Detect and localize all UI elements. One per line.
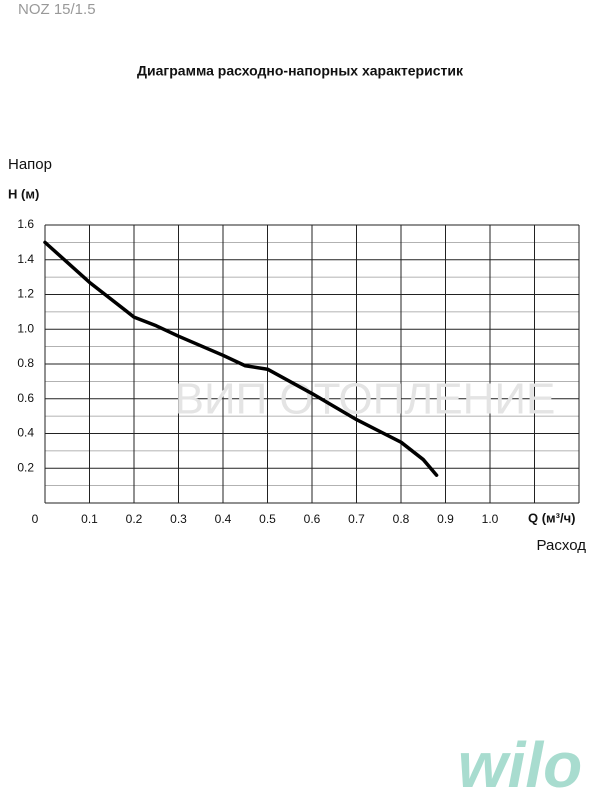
- y-tick-label: 0.6: [17, 391, 34, 405]
- x-tick-label: 0.9: [437, 512, 454, 526]
- x-tick-label: 0: [32, 512, 39, 526]
- x-label-bottom: Расход: [537, 537, 587, 554]
- x-tick-label: 0.1: [81, 512, 98, 526]
- y-tick-label: 1.6: [17, 217, 34, 231]
- y-axis-label: H (м): [8, 186, 39, 201]
- x-tick-label: 0.4: [215, 512, 232, 526]
- y-tick-label: 0.4: [17, 426, 34, 440]
- x-tick-label: 0.8: [393, 512, 410, 526]
- x-axis-label: Q (м³/ч): [528, 510, 576, 525]
- y-tick-label: 0.2: [17, 460, 34, 474]
- x-tick-label: 0.2: [126, 512, 143, 526]
- logo: wilo: [458, 729, 582, 800]
- x-tick-label: 0.3: [170, 512, 187, 526]
- y-tick-label: 1.4: [17, 252, 34, 266]
- y-tick-label: 1.2: [17, 287, 34, 301]
- grid: [44, 224, 580, 504]
- x-tick-label: 0.5: [259, 512, 276, 526]
- y-tick-label: 0.8: [17, 356, 34, 370]
- y-label-top: Напор: [8, 156, 52, 173]
- x-tick-label: 1.0: [482, 512, 499, 526]
- x-tick-label: 0.7: [348, 512, 365, 526]
- chart-title: Диаграмма расходно-напорных характеристи…: [137, 63, 464, 79]
- curve: [43, 240, 439, 477]
- model-name: NOZ 15/1.5: [18, 1, 96, 18]
- watermark: ВИП ОТОПЛЕНИЕ: [175, 375, 556, 424]
- y-tick-label: 1.0: [17, 321, 34, 335]
- x-tick-label: 0.6: [304, 512, 321, 526]
